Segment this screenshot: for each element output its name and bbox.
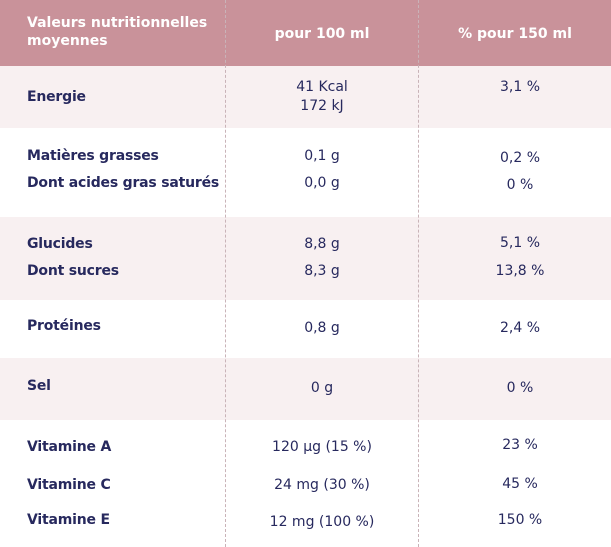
value-per-150ml: 150 % bbox=[497, 512, 543, 528]
row-label: Vitamine A bbox=[27, 439, 112, 455]
value-per-150ml: 13,8 % bbox=[495, 263, 545, 279]
value-per-150ml: 45 % bbox=[502, 476, 538, 492]
row-label: Vitamine E bbox=[27, 512, 110, 528]
value-per-100ml: 0,8 g bbox=[304, 320, 340, 336]
row-band-sel bbox=[0, 358, 611, 420]
value-per-100ml: 41 Kcal bbox=[296, 79, 348, 95]
value-per-150ml: 23 % bbox=[502, 437, 538, 453]
row-label: Vitamine C bbox=[27, 477, 111, 493]
header-per-150ml: % pour 150 ml bbox=[458, 26, 572, 42]
value-per-100ml: 120 µg (15 %) bbox=[272, 439, 372, 455]
value-per-100ml: 0,1 g bbox=[304, 148, 340, 164]
row-label: Glucides bbox=[27, 236, 93, 252]
value-per-150ml: 2,4 % bbox=[499, 320, 541, 336]
row-label: Energie bbox=[27, 89, 86, 105]
value-per-100ml: 24 mg (30 %) bbox=[274, 477, 370, 493]
value-per-100ml: 12 mg (100 %) bbox=[269, 514, 375, 530]
row-label: Protéines bbox=[27, 318, 101, 334]
row-band-energie bbox=[0, 66, 611, 128]
value-per-100ml: 0 g bbox=[310, 380, 334, 396]
value-per-100ml-kj: 172 kJ bbox=[300, 98, 344, 114]
row-label: Dont sucres bbox=[27, 263, 119, 279]
header-per-100ml: pour 100 ml bbox=[274, 26, 370, 42]
value-per-100ml: 8,3 g bbox=[304, 263, 340, 279]
table-header bbox=[0, 0, 611, 66]
header-nutrition-values: Valeurs nutritionnelles moyennes bbox=[27, 15, 208, 49]
value-per-150ml: 5,1 % bbox=[499, 235, 541, 251]
value-per-150ml: 0,2 % bbox=[499, 150, 541, 166]
value-per-150ml: 0 % bbox=[506, 177, 534, 193]
column-divider bbox=[418, 0, 419, 547]
value-per-150ml: 3,1 % bbox=[499, 79, 541, 95]
value-per-100ml: 8,8 g bbox=[304, 236, 340, 252]
column-divider bbox=[225, 0, 226, 547]
row-band-glucides bbox=[0, 217, 611, 300]
row-label: Dont acides gras saturés bbox=[27, 175, 219, 191]
row-label: Matières grasses bbox=[27, 148, 159, 164]
value-per-100ml: 0,0 g bbox=[304, 175, 340, 191]
row-label: Sel bbox=[27, 378, 51, 394]
value-per-150ml: 0 % bbox=[506, 380, 534, 396]
